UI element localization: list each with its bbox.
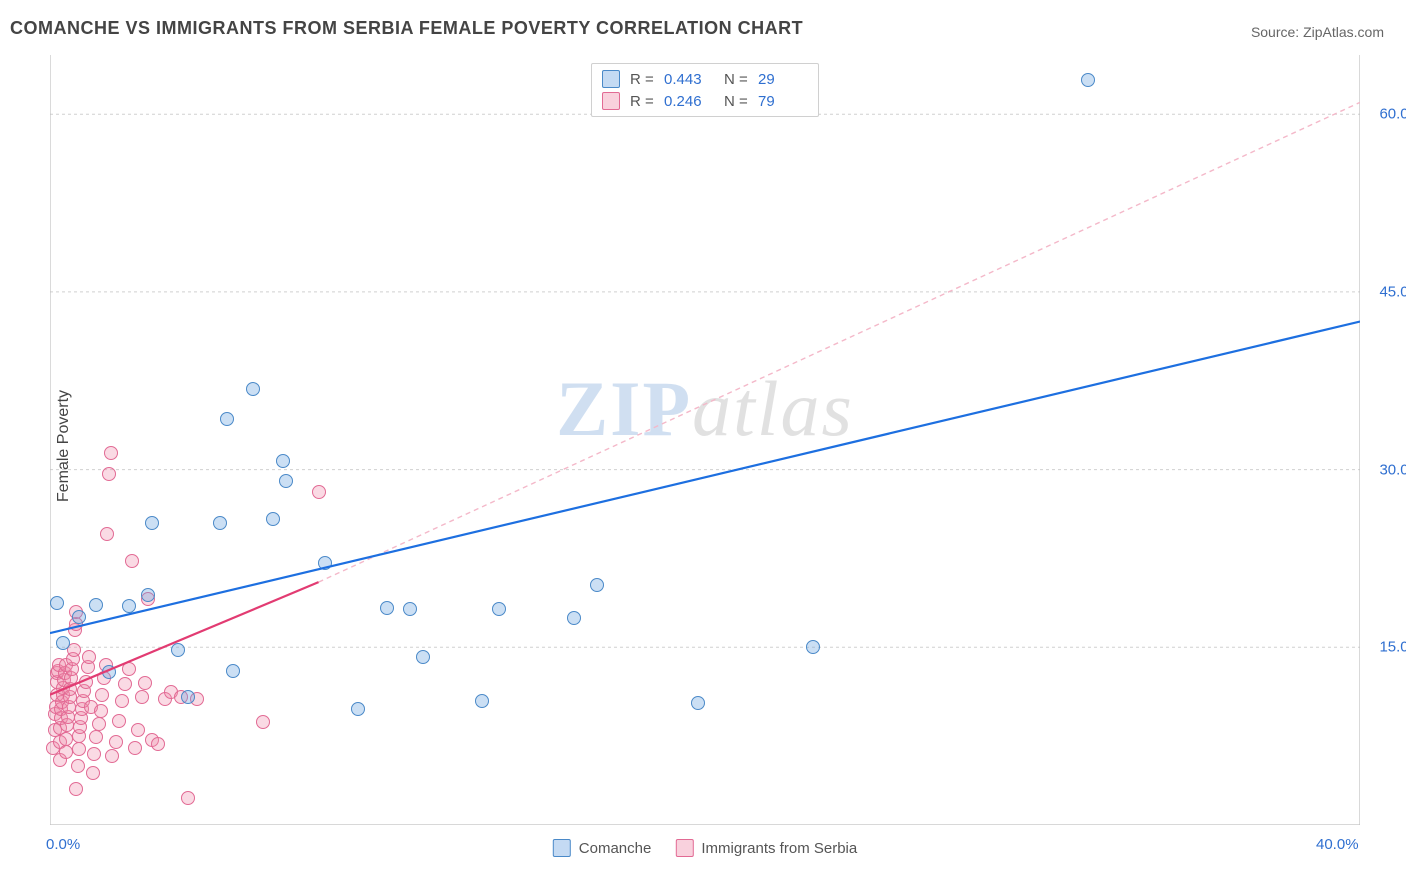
data-point [122,599,136,613]
correlation-legend: R = 0.443 N = 29 R = 0.246 N = 79 [591,63,819,117]
data-point [89,730,103,744]
data-point [100,527,114,541]
data-point [82,650,96,664]
data-point [141,588,155,602]
data-point [72,610,86,624]
data-point [95,688,109,702]
data-point [380,601,394,615]
r-value-comanche: 0.443 [664,71,714,88]
data-point [89,598,103,612]
y-tick-label: 30.0% [1379,461,1406,478]
data-point [226,664,240,678]
data-point [1081,73,1095,87]
r-value-serbia: 0.246 [664,93,714,110]
data-point [351,702,365,716]
chart-plot-area: ZIPatlas R = 0.443 N = 29 R = 0.246 N = … [50,55,1360,825]
data-point [403,602,417,616]
legend-row-comanche: R = 0.443 N = 29 [602,68,808,90]
chart-title: COMANCHE VS IMMIGRANTS FROM SERBIA FEMAL… [10,18,803,39]
data-point [246,382,260,396]
data-point [590,578,604,592]
data-point [87,747,101,761]
data-point [312,485,326,499]
data-point [109,735,123,749]
data-point [567,611,581,625]
swatch-pink-icon [602,92,620,110]
data-point [125,554,139,568]
data-point [92,717,106,731]
data-point [104,446,118,460]
data-point [279,474,293,488]
data-point [416,650,430,664]
n-value-serbia: 79 [758,93,808,110]
data-point [59,732,73,746]
data-point [50,596,64,610]
swatch-blue-icon [553,839,571,857]
r-label: R = [630,71,654,88]
series-legend: Comanche Immigrants from Serbia [553,839,857,857]
data-point [318,556,332,570]
data-point [112,714,126,728]
source-name: ZipAtlas.com [1303,24,1384,40]
points-layer [50,55,1360,825]
data-point [213,516,227,530]
data-point [56,636,70,650]
data-point [171,643,185,657]
data-point [135,690,149,704]
data-point [806,640,820,654]
y-tick-label: 15.0% [1379,639,1406,656]
swatch-pink-icon [675,839,693,857]
swatch-blue-icon [602,70,620,88]
legend-item-serbia: Immigrants from Serbia [675,839,857,857]
data-point [145,516,159,530]
data-point [181,690,195,704]
data-point [69,782,83,796]
data-point [79,675,93,689]
x-tick-label: 0.0% [46,836,80,853]
legend-label-comanche: Comanche [579,840,652,857]
data-point [105,749,119,763]
data-point [256,715,270,729]
legend-label-serbia: Immigrants from Serbia [701,840,857,857]
data-point [475,694,489,708]
data-point [94,704,108,718]
data-point [220,412,234,426]
data-point [492,602,506,616]
n-label: N = [724,71,748,88]
data-point [102,467,116,481]
data-point [138,676,152,690]
data-point [276,454,290,468]
data-point [71,759,85,773]
n-value-comanche: 29 [758,71,808,88]
y-tick-label: 45.0% [1379,283,1406,300]
legend-item-comanche: Comanche [553,839,652,857]
data-point [151,737,165,751]
data-point [122,662,136,676]
data-point [86,766,100,780]
data-point [115,694,129,708]
legend-row-serbia: R = 0.246 N = 79 [602,90,808,112]
source-label: Source: ZipAtlas.com [1251,24,1384,40]
n-label: N = [724,93,748,110]
data-point [691,696,705,710]
data-point [181,791,195,805]
data-point [72,742,86,756]
y-tick-label: 60.0% [1379,106,1406,123]
source-prefix: Source: [1251,24,1303,40]
r-label: R = [630,93,654,110]
x-tick-label: 40.0% [1316,836,1359,853]
data-point [118,677,132,691]
data-point [131,723,145,737]
data-point [266,512,280,526]
data-point [102,665,116,679]
data-point [128,741,142,755]
